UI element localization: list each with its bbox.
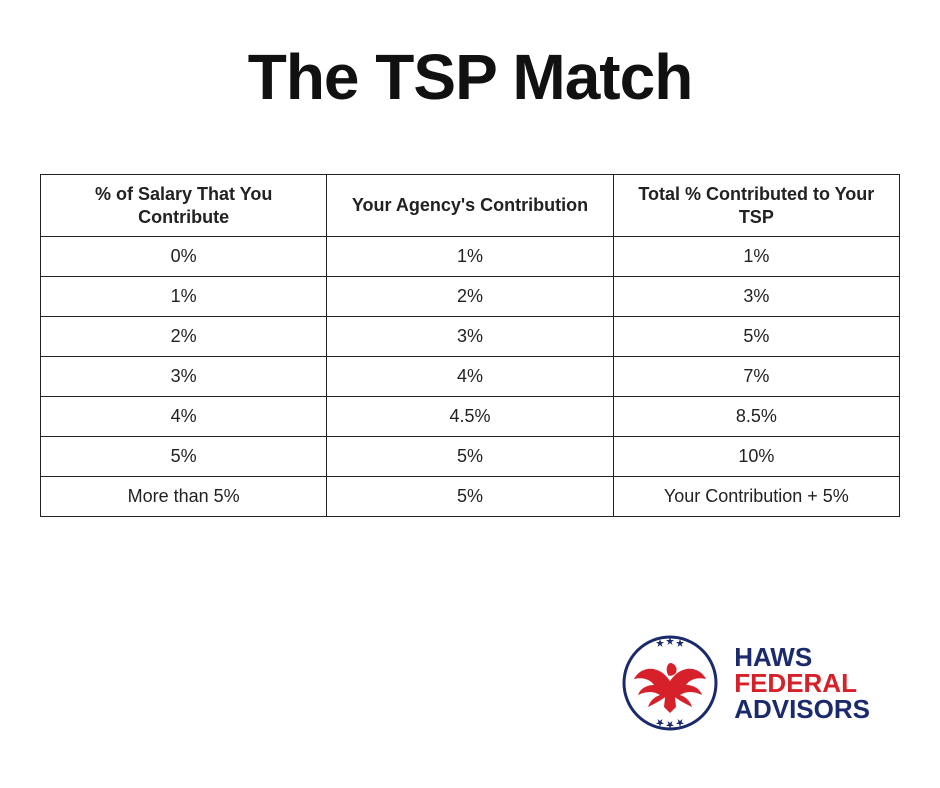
cell-agency: 5%	[327, 437, 613, 477]
logo-line-1: HAWS	[734, 644, 870, 670]
cell-contribute: More than 5%	[41, 477, 327, 517]
table-row: 1% 2% 3%	[41, 277, 900, 317]
eagle-icon	[620, 633, 720, 733]
logo-line-3: ADVISORS	[734, 696, 870, 722]
col-header-contribute: % of Salary That You Contribute	[41, 175, 327, 237]
cell-agency: 4.5%	[327, 397, 613, 437]
cell-agency: 3%	[327, 317, 613, 357]
cell-agency: 4%	[327, 357, 613, 397]
cell-contribute: 5%	[41, 437, 327, 477]
company-logo: HAWS FEDERAL ADVISORS	[620, 633, 870, 733]
cell-total: 7%	[613, 357, 899, 397]
table-row: 4% 4.5% 8.5%	[41, 397, 900, 437]
cell-total: 1%	[613, 237, 899, 277]
cell-contribute: 3%	[41, 357, 327, 397]
table-row: 5% 5% 10%	[41, 437, 900, 477]
cell-contribute: 1%	[41, 277, 327, 317]
cell-total: 5%	[613, 317, 899, 357]
cell-contribute: 2%	[41, 317, 327, 357]
logo-line-2: FEDERAL	[734, 670, 870, 696]
table-header-row: % of Salary That You Contribute Your Age…	[41, 175, 900, 237]
cell-agency: 1%	[327, 237, 613, 277]
cell-contribute: 0%	[41, 237, 327, 277]
cell-total: Your Contribution + 5%	[613, 477, 899, 517]
tsp-match-table: % of Salary That You Contribute Your Age…	[40, 174, 900, 517]
table-row: 2% 3% 5%	[41, 317, 900, 357]
tsp-table-wrap: % of Salary That You Contribute Your Age…	[40, 174, 900, 517]
table-row: 3% 4% 7%	[41, 357, 900, 397]
col-header-total: Total % Contributed to Your TSP	[613, 175, 899, 237]
cell-total: 3%	[613, 277, 899, 317]
cell-total: 8.5%	[613, 397, 899, 437]
cell-total: 10%	[613, 437, 899, 477]
table-row: More than 5% 5% Your Contribution + 5%	[41, 477, 900, 517]
logo-text: HAWS FEDERAL ADVISORS	[734, 644, 870, 722]
col-header-agency: Your Agency's Contribution	[327, 175, 613, 237]
page-root: The TSP Match % of Salary That You Contr…	[0, 0, 940, 788]
cell-contribute: 4%	[41, 397, 327, 437]
logo-emblem	[620, 633, 720, 733]
cell-agency: 2%	[327, 277, 613, 317]
cell-agency: 5%	[327, 477, 613, 517]
table-row: 0% 1% 1%	[41, 237, 900, 277]
page-title: The TSP Match	[0, 40, 940, 114]
